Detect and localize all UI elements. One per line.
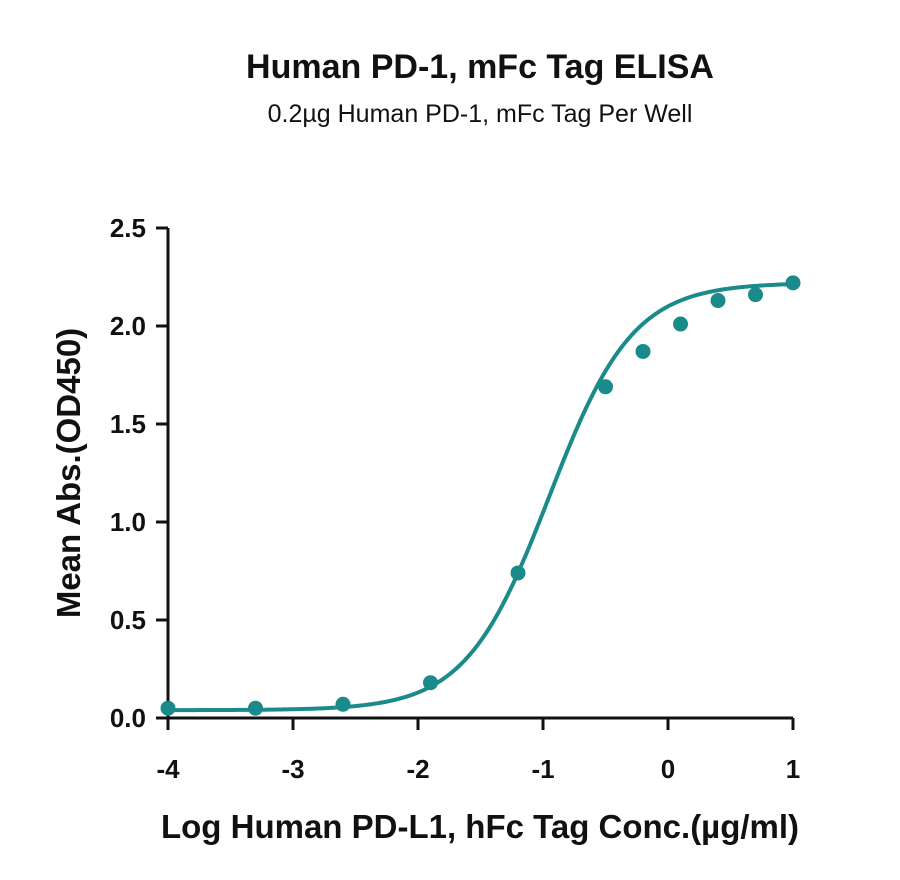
y-tick-label: 2.5 (110, 213, 146, 243)
x-tick-label: 1 (786, 754, 800, 784)
data-point (248, 700, 263, 716)
data-point (510, 565, 526, 581)
x-tick-label: 0 (661, 754, 675, 784)
data-point (635, 343, 651, 359)
data-point (673, 316, 688, 332)
data-point (423, 675, 438, 691)
axes (166, 228, 793, 720)
chart-subtitle: 0.2µg Human PD-1, mFc Tag Per Well (268, 100, 693, 128)
data-point (785, 275, 801, 291)
x-tick-label: -1 (531, 754, 554, 784)
y-tick-label: 1.0 (110, 507, 146, 537)
y-axis-label: Mean Abs.(OD450) (50, 328, 87, 618)
y-ticks: 0.0 0.5 1.0 1.5 2.0 2.5 (110, 213, 168, 733)
chart-title: Human PD-1, mFc Tag ELISA (246, 48, 714, 86)
x-tick-label: -3 (281, 754, 304, 784)
y-tick-label: 2.0 (110, 311, 146, 341)
data-point (598, 379, 613, 395)
fit-curve (168, 282, 794, 713)
data-point (335, 696, 351, 712)
x-tick-label: -4 (156, 754, 180, 784)
data-point (748, 287, 763, 303)
y-tick-label: 0.0 (110, 703, 146, 733)
data-point (710, 293, 726, 309)
x-ticks: -4 -3 -2 -1 0 1 (156, 718, 800, 784)
y-tick-label: 0.5 (110, 605, 146, 635)
data-point (160, 700, 176, 716)
data-points (160, 275, 801, 716)
y-tick-label: 1.5 (110, 409, 146, 439)
x-tick-label: -2 (406, 754, 429, 784)
x-axis-label: Log Human PD-L1, hFc Tag Conc.(µg/ml) (161, 808, 799, 845)
